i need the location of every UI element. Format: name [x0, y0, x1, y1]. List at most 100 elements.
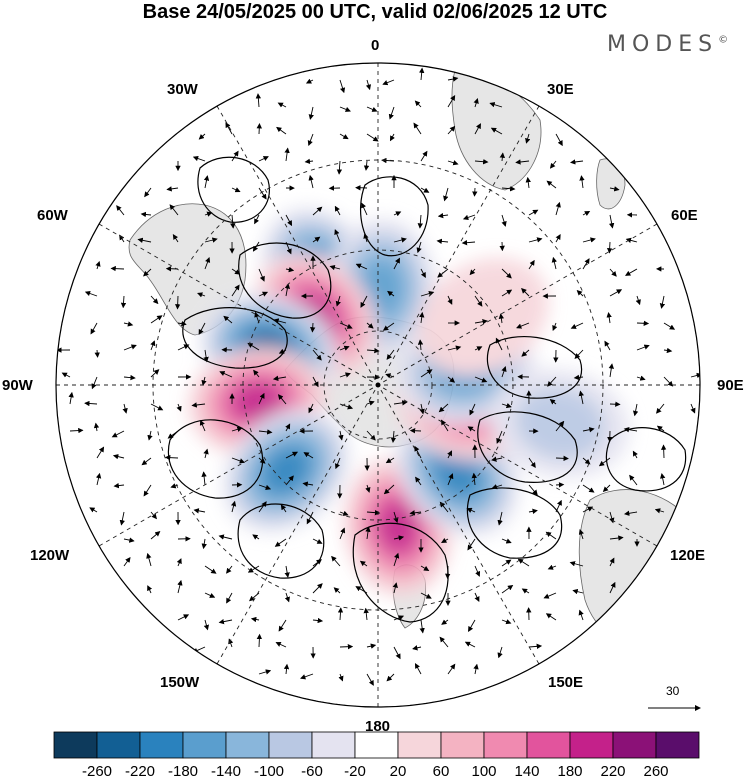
wind-vector-221	[176, 403, 182, 412]
colorbar-swatch-3	[182, 731, 227, 759]
wind-vector-32	[231, 150, 239, 162]
wind-vector-224	[258, 392, 265, 405]
wind-vector-96	[436, 238, 449, 245]
wind-vector-158	[366, 322, 374, 329]
wind-vector-247	[231, 426, 243, 432]
wind-vector-167	[606, 312, 612, 324]
wind-vector-185	[474, 346, 483, 352]
wind-vector-308	[89, 507, 98, 513]
wind-vector-72	[334, 205, 341, 216]
wind-vector-13	[447, 95, 456, 108]
wind-vector-8	[308, 106, 314, 120]
wind-vector-15	[489, 102, 503, 108]
wind-vector-159	[382, 322, 395, 331]
wind-vector-328	[624, 510, 638, 516]
map-title: Base 24/05/2025 00 UTC, valid 02/06/2025…	[142, 1, 608, 23]
colorbar-swatch-2	[139, 731, 184, 759]
wind-vector-303	[555, 482, 565, 488]
wind-vector-419	[338, 673, 344, 682]
wind-vector-190	[604, 340, 611, 351]
colorbar-tick-5: -60	[301, 763, 323, 780]
wind-vector-324	[528, 508, 538, 514]
anomaly-cell-11-level-0	[417, 257, 549, 376]
wind-vector-91	[312, 236, 321, 243]
wind-vector-313	[230, 500, 237, 513]
wind-vector-37	[363, 160, 370, 171]
wind-vector-275	[385, 457, 395, 464]
wind-vector-417	[283, 663, 290, 675]
wind-vector-352	[176, 558, 182, 567]
wind-vector-135	[335, 295, 341, 307]
wind-vector-138	[420, 290, 435, 297]
wind-vector-281	[555, 455, 569, 462]
wind-vector-181	[366, 347, 380, 354]
wind-vector-410	[393, 646, 401, 660]
wind-vector-12	[414, 100, 422, 108]
wind-vector-189	[574, 349, 584, 359]
wind-vector-69	[254, 214, 260, 225]
wind-vector-108	[204, 256, 211, 270]
colorbar-swatch-12	[569, 731, 614, 759]
wind-vector-6	[255, 93, 262, 108]
wind-vector-47	[166, 186, 179, 192]
wind-vector-57	[443, 187, 449, 202]
wind-vector-405	[256, 633, 263, 648]
wind-vector-248	[258, 429, 273, 435]
wind-vector-207	[447, 376, 456, 383]
colorbar-tick-11: 180	[557, 763, 583, 780]
wind-vector-322	[466, 507, 476, 513]
wind-vector-235	[549, 399, 557, 405]
wind-vector-10	[366, 106, 378, 112]
wind-vector-162	[474, 319, 488, 325]
anomaly-cell-7-level-4	[435, 450, 479, 496]
wind-vector-265	[112, 454, 125, 460]
colorbar-tick-4: -100	[253, 763, 285, 780]
wind-vector-270	[258, 457, 266, 464]
wind-vector-5	[447, 76, 459, 82]
wind-vector-309	[119, 511, 125, 526]
wind-vector-253	[390, 430, 397, 443]
brand-logo: MODES©	[607, 32, 729, 57]
wind-vector-200	[253, 369, 260, 378]
wind-vector-148	[90, 322, 98, 335]
wind-vector-296	[365, 484, 371, 493]
wind-vector-149	[123, 321, 134, 327]
wind-vector-243	[111, 430, 125, 438]
wind-vector-335	[252, 534, 260, 540]
wind-vector-99	[528, 237, 543, 243]
wind-vector-361	[420, 565, 430, 571]
wind-vector-385	[572, 588, 584, 595]
wind-vector-182	[386, 349, 395, 360]
wind-vector-157	[339, 322, 353, 329]
wind-vector-191	[636, 344, 650, 351]
wind-vector-257	[496, 430, 503, 444]
wind-vector-239	[656, 403, 665, 414]
wind-vector-9	[339, 106, 351, 112]
wind-vector-61	[546, 180, 557, 189]
wind-vector-382	[501, 584, 514, 594]
wind-vector-147	[659, 295, 666, 309]
wind-vector-305	[602, 484, 611, 493]
wind-vector-268	[203, 448, 209, 459]
colorbar-tick-6: -20	[344, 763, 366, 780]
wind-vector-319	[393, 511, 399, 524]
wind-vector-348	[609, 535, 624, 541]
wind-vector-333	[201, 538, 207, 550]
lon-label-150w: 150W	[160, 674, 200, 691]
wind-vector-137	[387, 290, 395, 297]
wind-vector-290	[201, 471, 207, 486]
wind-vector-86	[172, 234, 179, 243]
wind-vector-315	[280, 504, 287, 513]
wind-vector-318	[366, 509, 381, 516]
wind-vector-245	[167, 430, 179, 439]
lon-label-90w: 90W	[2, 377, 33, 394]
wind-vector-113	[329, 264, 341, 271]
wind-vector-208	[474, 376, 488, 383]
wind-vector-199	[219, 371, 233, 378]
wind-vector-262	[623, 426, 638, 433]
colorbar-tick-8: 60	[432, 763, 450, 780]
wind-vector-214	[636, 375, 646, 381]
wind-vector-109	[231, 268, 241, 275]
wind-vector-263	[656, 425, 665, 432]
wind-vector-351	[146, 552, 152, 567]
